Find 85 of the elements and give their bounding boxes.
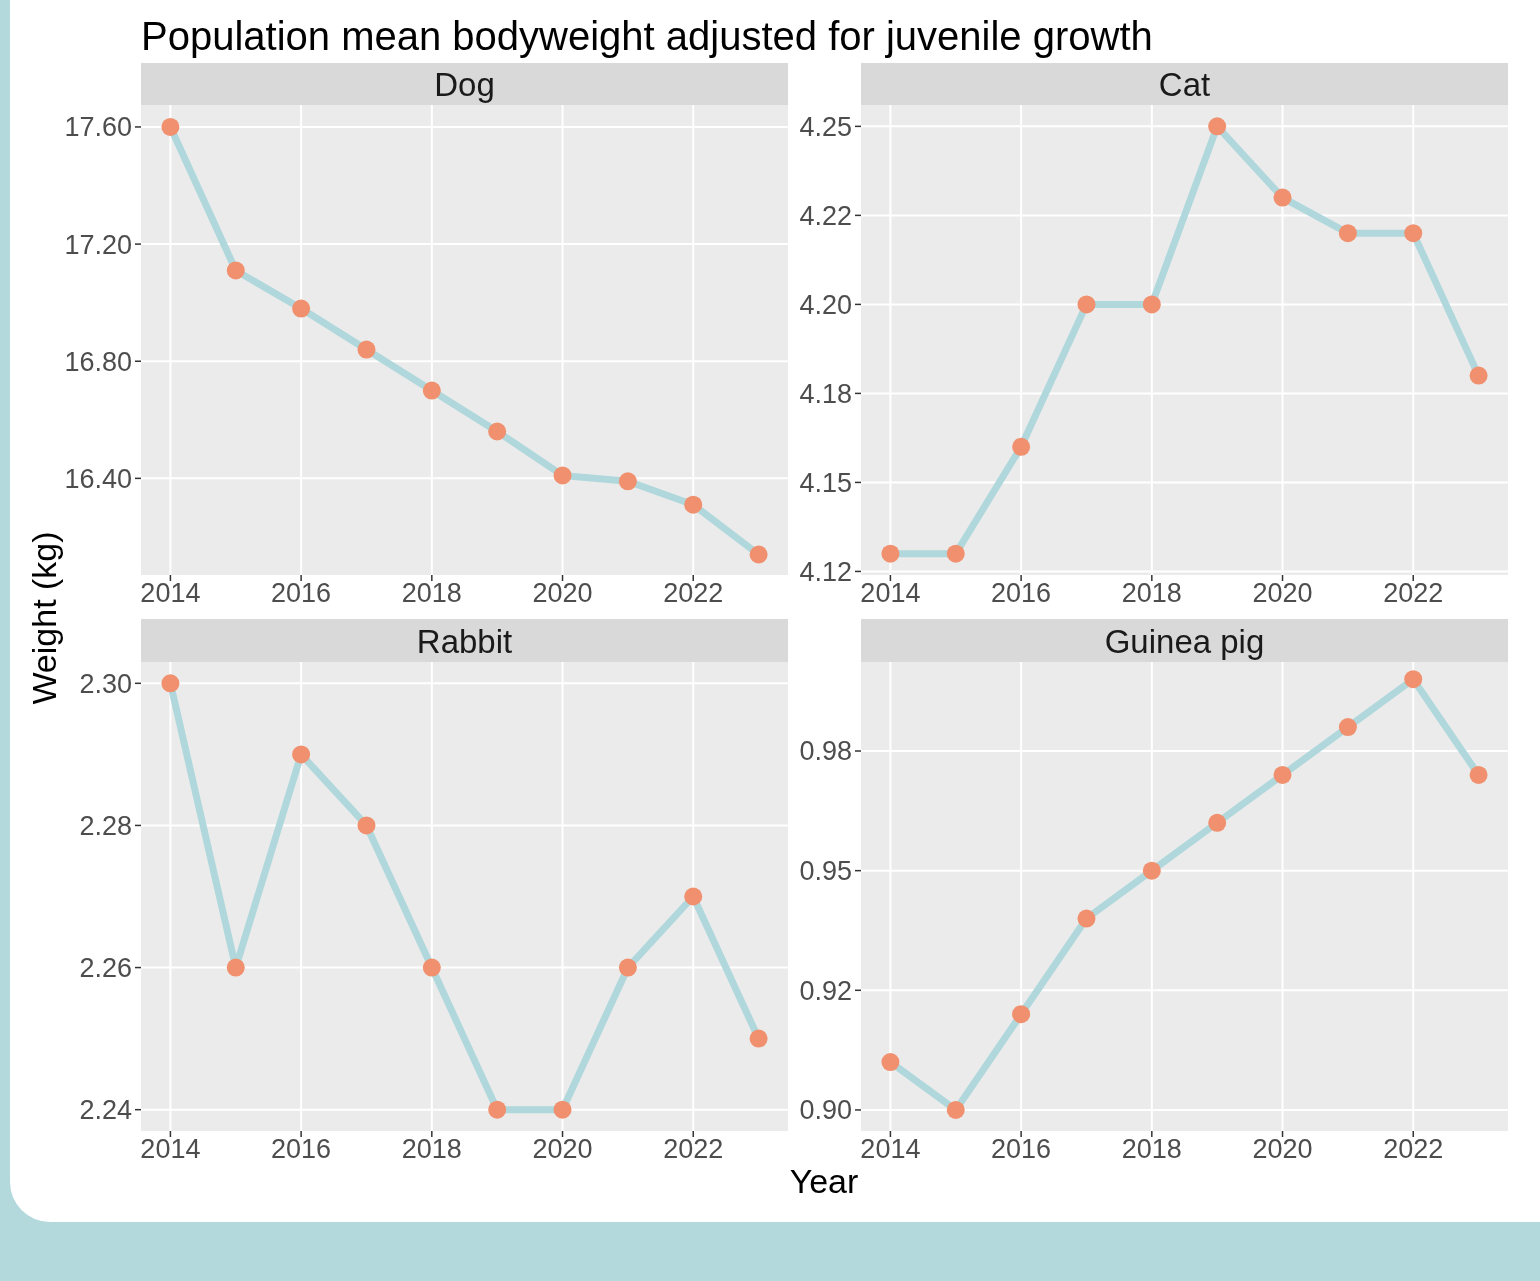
point (422, 381, 441, 400)
point (946, 544, 965, 563)
x-tick-label: 2020 (532, 1134, 593, 1164)
y-tick-label: 0.98 (799, 736, 852, 767)
y-tick-label: 2.30 (79, 668, 132, 699)
point (1404, 224, 1423, 243)
point (618, 958, 637, 977)
point (226, 261, 245, 280)
chart-subtitle: Rabbit (416, 623, 513, 660)
x-tick-label: 2016 (991, 578, 1052, 608)
y-tick-label: 2.24 (79, 1095, 132, 1126)
x-tick-label: 2018 (401, 578, 462, 608)
point (1208, 813, 1227, 832)
point (1273, 188, 1292, 207)
point (553, 1100, 572, 1119)
y-tick-label: 17.20 (64, 229, 132, 260)
point (226, 958, 245, 977)
point (1077, 909, 1096, 928)
x-tick-label: 2022 (663, 578, 724, 608)
chart-subtitle: Cat (1158, 66, 1211, 103)
point (946, 1100, 965, 1119)
point (161, 674, 180, 693)
point (749, 1029, 768, 1048)
point (1404, 670, 1423, 689)
point (881, 544, 900, 563)
x-tick-label: 2022 (1383, 578, 1444, 608)
y-tick-label: 0.92 (799, 975, 852, 1006)
y-tick-label: 4.15 (799, 467, 852, 498)
x-tick-label: 2022 (663, 1134, 724, 1164)
y-tick-label: 16.80 (64, 346, 132, 377)
x-tick-label: 2022 (1383, 1134, 1444, 1164)
x-tick-label: 2014 (860, 1134, 921, 1164)
point (1142, 295, 1161, 314)
x-tick-label: 2016 (271, 1134, 332, 1164)
y-tick-label: 16.40 (64, 463, 132, 494)
point (684, 495, 703, 514)
chart-title: Population mean bodyweight adjusted for juvenile growth (141, 14, 1153, 58)
point (1012, 1005, 1031, 1024)
x-tick-label: 2016 (271, 578, 332, 608)
point (1077, 295, 1096, 314)
point (357, 340, 376, 359)
y-tick-label: 4.20 (799, 289, 852, 320)
y-axis-title: Weight (kg) (25, 531, 63, 705)
point (422, 958, 441, 977)
x-tick-label: 2020 (1252, 1134, 1313, 1164)
point (553, 466, 572, 485)
chart-subtitle: Dog (434, 66, 495, 103)
y-tick-label: 2.26 (79, 953, 132, 984)
x-tick-label: 2020 (532, 578, 593, 608)
point (1469, 366, 1488, 385)
x-tick-label: 2016 (991, 1134, 1052, 1164)
y-tick-label: 4.25 (799, 111, 852, 142)
x-tick-label: 2018 (1121, 1134, 1182, 1164)
y-tick-label: 0.95 (799, 856, 852, 887)
point (1012, 437, 1031, 456)
x-tick-label: 2014 (140, 1134, 201, 1164)
chart-subtitle: Guinea pig (1104, 623, 1265, 660)
y-tick-label: 2.28 (79, 810, 132, 841)
point (1273, 765, 1292, 784)
point (488, 422, 507, 441)
y-tick-label: 17.60 (64, 112, 132, 143)
point (618, 472, 637, 491)
y-tick-label: 4.22 (799, 200, 852, 231)
x-tick-label: 2014 (140, 578, 201, 608)
y-tick-label: 4.18 (799, 378, 852, 409)
point (292, 299, 311, 318)
x-tick-label: 2018 (1121, 578, 1182, 608)
point (881, 1053, 900, 1072)
x-tick-label: 2014 (860, 578, 921, 608)
point (1208, 117, 1227, 136)
point (488, 1100, 507, 1119)
x-tick-label: 2020 (1252, 578, 1313, 608)
point (161, 117, 180, 136)
y-tick-label: 0.90 (799, 1095, 852, 1126)
point (749, 545, 768, 564)
point (357, 816, 376, 835)
x-axis-title: Year (789, 1162, 859, 1200)
point (1142, 861, 1161, 880)
point (292, 745, 311, 764)
point (684, 887, 703, 906)
x-tick-label: 2018 (401, 1134, 462, 1164)
y-tick-label: 4.12 (799, 556, 852, 587)
point (1338, 718, 1357, 737)
point (1338, 224, 1357, 243)
point (1469, 765, 1488, 784)
